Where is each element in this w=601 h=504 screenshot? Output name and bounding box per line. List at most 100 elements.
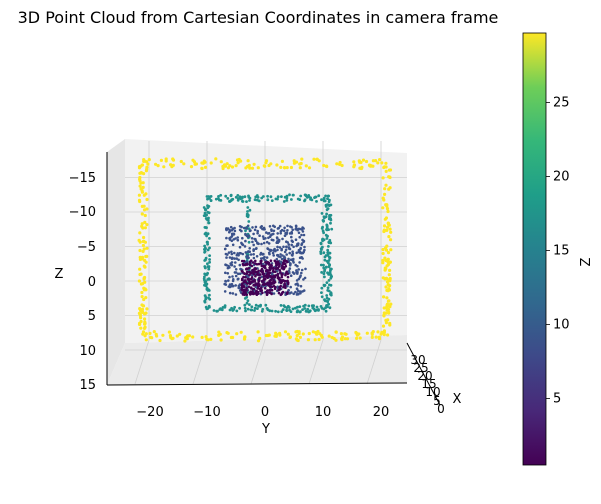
- point: [322, 231, 325, 235]
- point: [240, 242, 244, 246]
- point: [205, 213, 209, 217]
- point: [276, 232, 280, 235]
- point: [329, 292, 333, 295]
- point: [383, 192, 387, 196]
- point: [268, 248, 271, 252]
- point: [137, 166, 142, 170]
- point: [313, 338, 317, 342]
- point: [381, 176, 385, 180]
- x-tick-label: 5: [433, 394, 441, 408]
- point: [225, 256, 228, 259]
- point: [252, 232, 255, 236]
- point: [270, 233, 274, 236]
- point: [387, 288, 391, 292]
- point: [208, 260, 212, 264]
- point: [283, 250, 287, 254]
- point: [264, 161, 268, 165]
- point: [208, 293, 211, 297]
- point: [228, 229, 232, 233]
- point: [230, 306, 234, 310]
- point: [374, 159, 378, 163]
- point: [241, 293, 245, 296]
- point: [259, 251, 263, 255]
- point: [155, 334, 159, 338]
- point: [324, 194, 327, 198]
- point: [249, 293, 252, 296]
- point: [296, 305, 299, 309]
- point: [340, 163, 344, 168]
- point: [274, 262, 278, 265]
- point: [294, 225, 298, 228]
- point: [279, 253, 282, 256]
- point: [228, 291, 232, 295]
- point: [326, 207, 330, 211]
- point: [284, 272, 288, 275]
- point: [268, 225, 272, 228]
- point: [234, 284, 237, 287]
- point: [249, 308, 253, 312]
- point: [233, 251, 236, 255]
- point: [243, 306, 247, 310]
- point: [145, 307, 149, 311]
- point: [246, 307, 250, 311]
- point: [178, 332, 182, 336]
- point: [325, 281, 329, 284]
- point: [258, 276, 262, 280]
- point: [245, 284, 248, 288]
- point: [236, 236, 239, 239]
- point: [230, 257, 234, 261]
- point: [272, 278, 275, 282]
- point: [252, 248, 255, 251]
- point: [255, 289, 258, 293]
- point: [203, 272, 207, 276]
- point: [236, 198, 240, 202]
- point: [343, 332, 347, 336]
- point: [141, 226, 145, 230]
- point: [137, 238, 141, 242]
- point: [276, 237, 279, 240]
- point: [385, 277, 389, 281]
- point: [288, 251, 292, 255]
- point: [259, 257, 263, 260]
- point: [290, 253, 294, 257]
- point: [296, 309, 299, 312]
- point: [365, 331, 369, 335]
- point: [207, 289, 211, 292]
- point: [385, 296, 389, 300]
- point: [283, 256, 287, 260]
- point: [291, 250, 294, 253]
- point: [145, 254, 149, 258]
- point: [257, 282, 260, 285]
- point: [279, 284, 283, 288]
- point: [285, 166, 289, 170]
- point: [206, 210, 210, 214]
- point: [251, 280, 254, 283]
- point: [330, 227, 334, 231]
- point: [203, 232, 207, 236]
- point: [248, 303, 251, 306]
- point: [207, 221, 211, 225]
- point: [297, 231, 301, 235]
- point: [144, 296, 148, 300]
- point: [291, 307, 295, 311]
- point: [272, 267, 275, 271]
- point: [323, 269, 326, 273]
- point: [237, 258, 240, 262]
- point: [304, 164, 308, 168]
- point: [217, 333, 221, 337]
- point: [298, 335, 302, 339]
- point: [238, 228, 242, 232]
- point: [146, 162, 150, 166]
- point: [266, 194, 269, 198]
- point: [256, 339, 261, 343]
- point: [304, 309, 308, 313]
- point: [214, 157, 218, 161]
- point: [192, 160, 196, 164]
- point: [295, 251, 299, 255]
- point: [252, 271, 255, 274]
- point: [286, 275, 290, 279]
- point: [298, 166, 302, 170]
- point: [260, 242, 263, 246]
- point: [268, 291, 272, 295]
- point: [280, 195, 283, 199]
